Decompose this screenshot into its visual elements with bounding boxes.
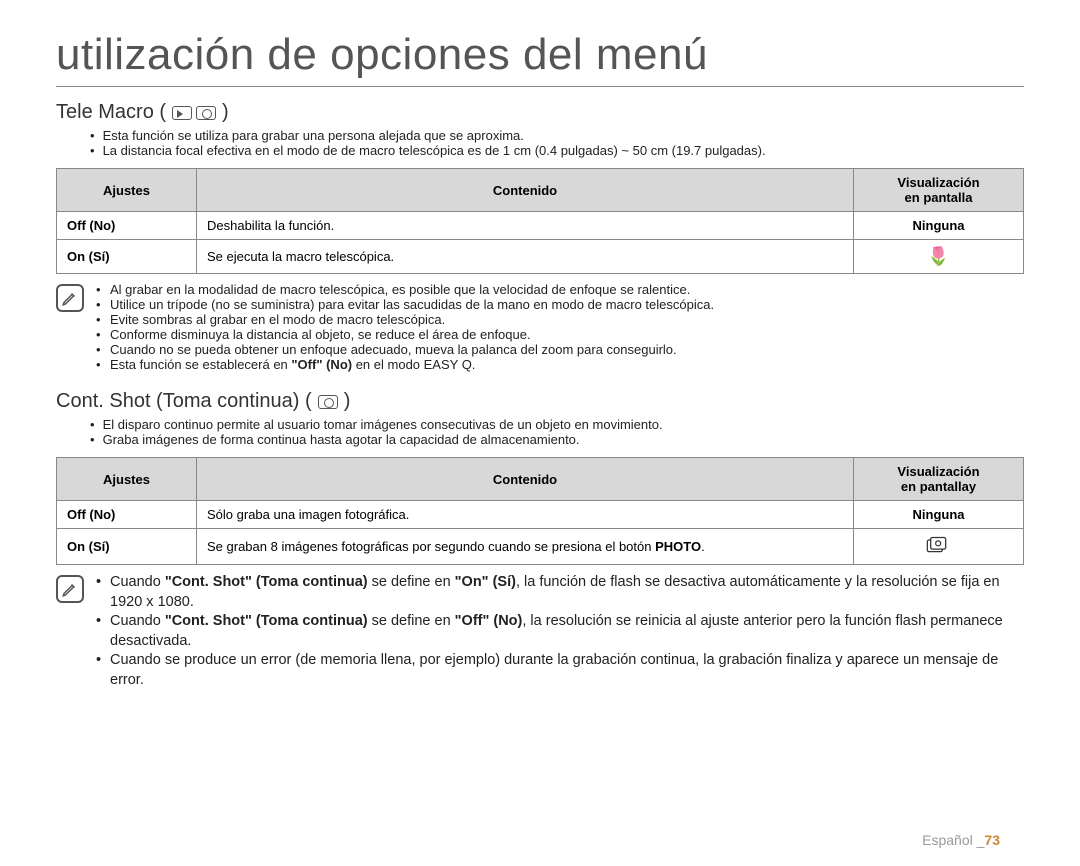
cell-ajustes: Off (No) <box>57 212 197 240</box>
cell-visual: Ninguna <box>854 501 1024 529</box>
cell-visual: Ninguna <box>854 212 1024 240</box>
note-item: Cuando no se pueda obtener un enfoque ad… <box>96 342 714 357</box>
note-item: Conforme disminuya la distancia al objet… <box>96 327 714 342</box>
th-ajustes: Ajustes <box>57 458 197 501</box>
section2-note-list: Cuando "Cont. Shot" (Toma continua) se d… <box>96 573 1024 690</box>
table-row: On (Sí) Se ejecuta la macro telescópica.… <box>57 240 1024 274</box>
table-row: On (Sí) Se graban 8 imágenes fotográfica… <box>57 529 1024 565</box>
note-item: Cuando "Cont. Shot" (Toma continua) se d… <box>96 573 1024 612</box>
th-ajustes: Ajustes <box>57 169 197 212</box>
table-row: Off (No) Sólo graba una imagen fotográfi… <box>57 501 1024 529</box>
section2-note-block: Cuando "Cont. Shot" (Toma continua) se d… <box>56 573 1024 690</box>
section1-intro-item: Esta función se utiliza para grabar una … <box>90 128 1024 143</box>
note-text: se define en <box>368 574 455 590</box>
note-bold: "Off" (No) <box>455 613 523 629</box>
note-bold: "Cont. Shot" (Toma continua) <box>165 574 368 590</box>
note-item: Evite sombras al grabar en el modo de ma… <box>96 312 714 327</box>
note-text: Esta función se establecerá en <box>110 357 291 372</box>
note-text: Cuando <box>110 613 165 629</box>
section2-title-close: ) <box>344 390 351 413</box>
cell-contenido: Se graban 8 imágenes fotográficas por se… <box>197 529 854 565</box>
th-visualizacion: Visualización en pantalla <box>854 169 1024 212</box>
burst-photo-icon <box>925 543 953 558</box>
note-bold: "On" (Sí) <box>455 574 516 590</box>
footer-page-number: 73 <box>984 832 1000 848</box>
video-mode-icon <box>172 106 192 120</box>
cell-ajustes: On (Sí) <box>57 529 197 565</box>
cell-text: . <box>701 539 705 554</box>
note-text: Cuando <box>110 574 165 590</box>
section2-intro-list: El disparo continuo permite al usuario t… <box>90 417 1024 447</box>
section2-title-text: Cont. Shot (Toma continua) ( <box>56 390 312 413</box>
section2-intro-item: Graba imágenes de forma continua hasta a… <box>90 432 1024 447</box>
th-contenido: Contenido <box>197 169 854 212</box>
cell-ajustes: On (Sí) <box>57 240 197 274</box>
mode-icons <box>172 106 216 120</box>
cell-text: Se graban 8 imágenes fotográficas por se… <box>207 539 655 554</box>
cell-visual <box>854 529 1024 565</box>
note-pencil-icon <box>56 284 84 312</box>
th-contenido: Contenido <box>197 458 854 501</box>
footer-lang: Español _ <box>922 832 984 848</box>
cell-bold: PHOTO <box>655 539 701 554</box>
cont-shot-table: Ajustes Contenido Visualización en panta… <box>56 457 1024 565</box>
note-text: se define en <box>368 613 455 629</box>
cell-contenido: Deshabilita la función. <box>197 212 854 240</box>
note-item: Cuando "Cont. Shot" (Toma continua) se d… <box>96 612 1024 651</box>
section1-note-block: Al grabar en la modalidad de macro teles… <box>56 282 1024 372</box>
mode-icons <box>318 395 338 409</box>
note-item: Cuando se produce un error (de memoria l… <box>96 651 1024 690</box>
section1-title-close: ) <box>222 101 229 124</box>
cell-contenido: Se ejecuta la macro telescópica. <box>197 240 854 274</box>
section1-note-list: Al grabar en la modalidad de macro teles… <box>96 282 714 372</box>
note-text: Cuando se produce un error (de memoria l… <box>110 652 998 688</box>
section2-intro-item: El disparo continuo permite al usuario t… <box>90 417 1024 432</box>
section-tele-macro-title: Tele Macro ( ) <box>56 101 1024 124</box>
camera-mode-icon <box>318 395 338 409</box>
page-footer: Español _73 <box>922 832 1000 848</box>
section-cont-shot-title: Cont. Shot (Toma continua) ( ) <box>56 390 1024 413</box>
cell-contenido: Sólo graba una imagen fotográfica. <box>197 501 854 529</box>
section1-title-text: Tele Macro ( <box>56 101 166 124</box>
note-bold: "Cont. Shot" (Toma continua) <box>165 613 368 629</box>
cell-visual: 🌷 <box>854 240 1024 274</box>
note-item: Utilice un trípode (no se suministra) pa… <box>96 297 714 312</box>
camera-mode-icon <box>196 106 216 120</box>
note-item: Al grabar en la modalidad de macro teles… <box>96 282 714 297</box>
tele-macro-table: Ajustes Contenido Visualización en panta… <box>56 168 1024 274</box>
note-item: Esta función se establecerá en "Off" (No… <box>96 357 714 372</box>
tulip-flower-icon: 🌷 <box>927 246 949 266</box>
page-title: utilización de opciones del menú <box>56 30 1024 87</box>
th-visualizacion: Visualización en pantallay <box>854 458 1024 501</box>
table-row: Off (No) Deshabilita la función. Ninguna <box>57 212 1024 240</box>
note-text: en el modo EASY Q. <box>352 357 475 372</box>
section1-intro-list: Esta función se utiliza para grabar una … <box>90 128 1024 158</box>
note-bold: "Off" (No) <box>291 357 352 372</box>
section1-intro-item: La distancia focal efectiva en el modo d… <box>90 143 1024 158</box>
cell-ajustes: Off (No) <box>57 501 197 529</box>
note-pencil-icon <box>56 575 84 603</box>
